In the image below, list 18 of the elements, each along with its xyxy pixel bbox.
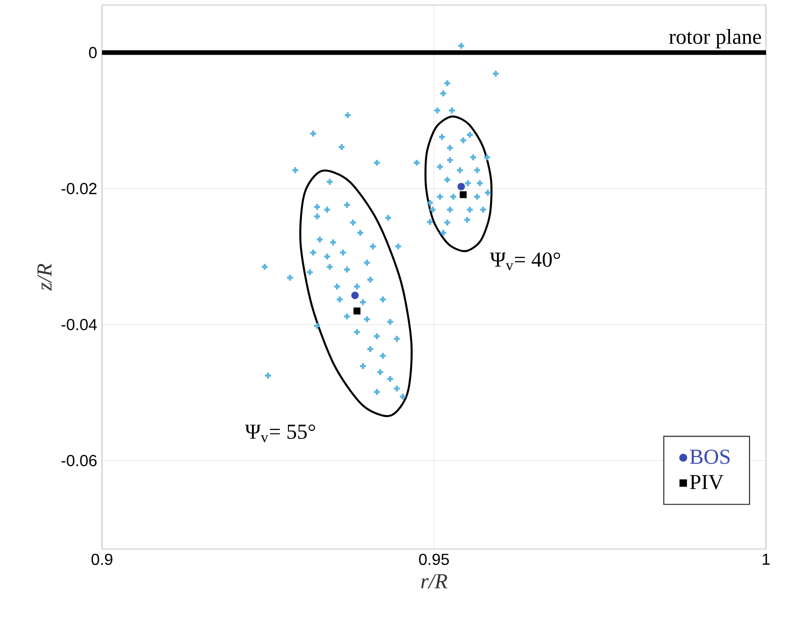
y-tick-label: -0.06: [62, 454, 97, 466]
y-tick-label: -0.04: [62, 318, 97, 330]
y-axis-title: z/R: [37, 264, 52, 291]
x-tick-label: 0.9: [92, 554, 112, 566]
ref-line-label: rotor plane: [669, 28, 761, 48]
annotation: Ψ$_{v}$= 40°: [490, 252, 560, 270]
y-tick-label: 0: [89, 46, 97, 58]
point: [354, 308, 360, 314]
legend-label: PIV: [690, 475, 724, 490]
x-axis-title: r/R: [421, 574, 448, 588]
x-tick-label: 0.95: [419, 554, 449, 566]
point: [457, 182, 465, 190]
x-tick-label: 1: [762, 554, 770, 565]
point: [460, 191, 467, 198]
y-tick-label: -0.02: [62, 182, 96, 194]
legend-label: BOS: [690, 450, 730, 464]
annotation: Ψ$_{v}$= 55°: [245, 424, 316, 442]
point: [351, 292, 359, 300]
